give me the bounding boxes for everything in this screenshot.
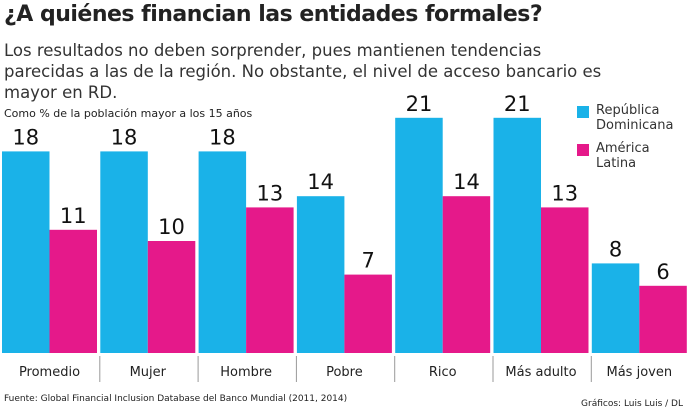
legend-label: República Dominicana	[596, 103, 674, 133]
data-label: 21	[504, 92, 531, 116]
x-tick-label: Mujer	[130, 365, 167, 380]
x-tick-label: Más joven	[607, 365, 673, 380]
bar	[591, 263, 640, 353]
legend-swatch	[577, 106, 589, 118]
data-label: 13	[256, 181, 283, 205]
bar	[198, 151, 247, 353]
data-label: 11	[60, 204, 87, 228]
bar	[493, 117, 541, 353]
data-label: 14	[453, 170, 480, 194]
data-label: 14	[307, 170, 334, 194]
credit: Gráficos: Luis Luis / DL	[581, 399, 683, 409]
data-label: 13	[551, 181, 578, 205]
x-tick-label: Promedio	[19, 365, 80, 380]
legend-swatch	[577, 144, 589, 156]
bar	[2, 151, 50, 353]
chart-subtitle: Los resultados no deben sorprender, pues…	[4, 41, 602, 102]
data-label: 10	[158, 215, 185, 239]
source-note: Fuente: Global Financial Inclusion Datab…	[4, 394, 348, 404]
x-tick-label: Pobre	[326, 365, 363, 380]
data-label: 8	[609, 237, 622, 261]
data-label: 21	[406, 92, 433, 116]
data-label: 18	[12, 125, 39, 149]
x-tick-label: Rico	[429, 365, 457, 380]
bar	[246, 207, 294, 353]
x-tick-label: Más adulto	[505, 365, 576, 380]
bar	[395, 117, 443, 353]
chart-title: ¿A quiénes financian las entidades forma…	[4, 2, 543, 27]
bar	[296, 196, 345, 353]
bar	[442, 196, 491, 353]
bar	[147, 241, 196, 353]
bar	[100, 151, 148, 353]
data-label: 18	[209, 125, 236, 149]
data-label: 7	[361, 249, 374, 273]
bar	[639, 285, 687, 353]
bar	[344, 274, 392, 353]
x-tick-label: Hombre	[220, 365, 272, 380]
data-label: 6	[656, 260, 669, 284]
bar	[49, 229, 97, 353]
axis-note: Como % de la población mayor a los 15 añ…	[4, 107, 253, 120]
legend-label: América Latina	[596, 141, 650, 171]
bar	[541, 207, 589, 353]
data-label: 18	[111, 125, 138, 149]
